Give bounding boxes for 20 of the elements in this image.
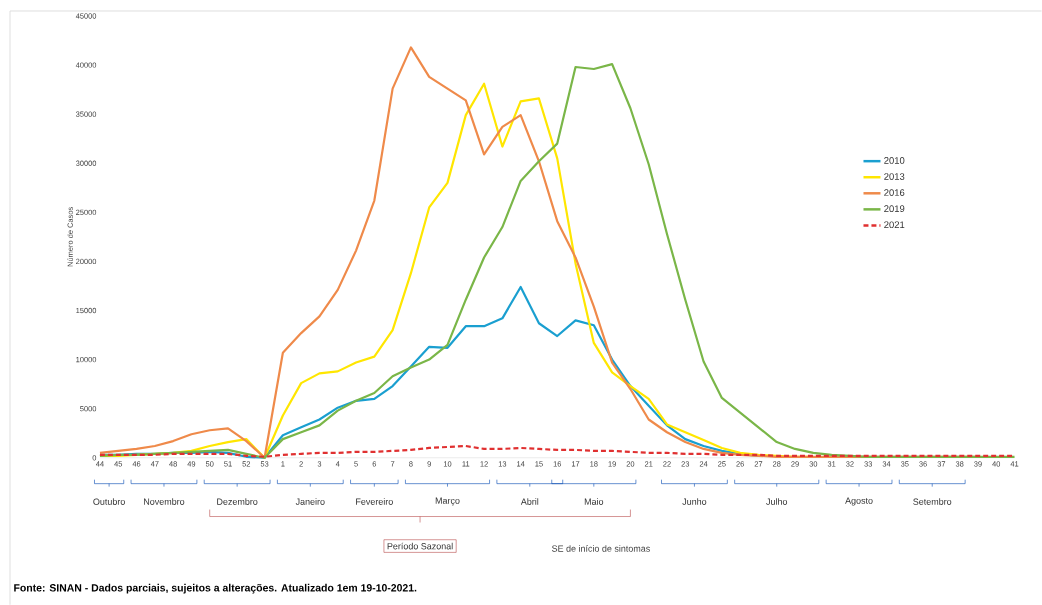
legend-label: 2010 bbox=[884, 157, 905, 164]
legend-label: 2019 bbox=[884, 205, 905, 212]
text: Junho bbox=[682, 498, 707, 505]
text: Agosto bbox=[845, 497, 873, 506]
text: Julho bbox=[766, 498, 788, 505]
text: Março bbox=[435, 497, 460, 506]
legend-label: 2013 bbox=[884, 173, 905, 180]
text: Abril bbox=[520, 498, 539, 505]
text: Período Sazonal bbox=[387, 542, 453, 550]
source-note: Fonte: SINAN - Dados parciais, sujeitos a alterações. Atualizado 1em 19-10-2021. bbox=[14, 583, 417, 594]
text: Setembro bbox=[913, 498, 952, 505]
text: Maio bbox=[584, 498, 604, 505]
text: Fevereiro bbox=[356, 498, 393, 505]
text: Novembro bbox=[144, 498, 185, 505]
text: Dezembro bbox=[217, 498, 258, 505]
legend-label: 2016 bbox=[884, 189, 905, 196]
text: Janeiro bbox=[295, 498, 325, 505]
text: SE de início de sintomas bbox=[552, 544, 650, 552]
text: Outubro bbox=[93, 498, 125, 505]
legend-label: 2021 bbox=[884, 221, 905, 228]
